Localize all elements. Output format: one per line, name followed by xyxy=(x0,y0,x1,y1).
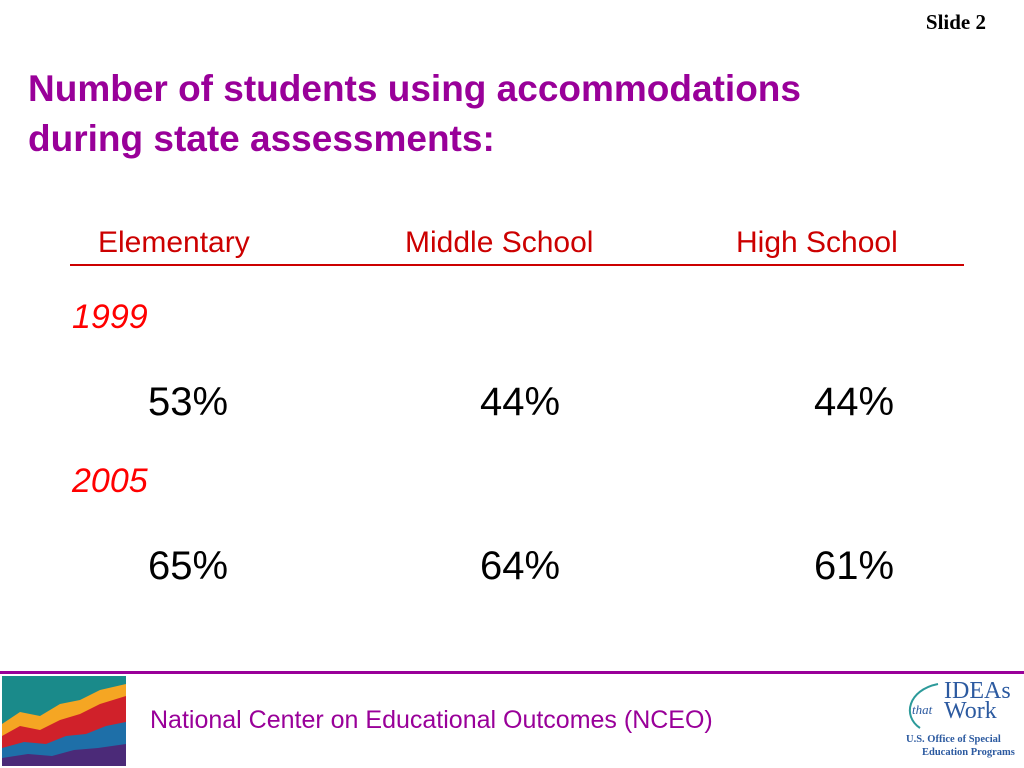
value-1999-elementary: 53% xyxy=(148,380,229,424)
nceo-logo xyxy=(2,676,126,766)
logo-ideas-text: IDEAs xyxy=(944,678,1011,704)
footer-organization: National Center on Educational Outcomes … xyxy=(150,706,713,734)
logo-office-line-1: U.S. Office of Special xyxy=(906,734,1001,745)
slide-title: Number of students using accommodations … xyxy=(28,64,988,164)
value-1999-high-school: 44% xyxy=(814,380,895,424)
value-2005-middle-school: 64% xyxy=(480,544,561,588)
slide-title-line-1: Number of students using accommodations xyxy=(28,68,801,109)
table-header-row: Elementary Middle School High School xyxy=(70,224,964,266)
logo-swoosh-icon xyxy=(909,683,939,729)
value-1999-middle-school: 44% xyxy=(480,380,561,424)
footer-divider xyxy=(0,671,1024,674)
column-header-elementary: Elementary xyxy=(98,226,250,259)
ideas-that-work-logo: IDEAs that Work U.S. Office of Special E… xyxy=(898,676,1022,766)
slide-title-line-2: during state assessments: xyxy=(28,118,495,159)
column-header-middle-school: Middle School xyxy=(405,226,594,259)
year-label-2005: 2005 xyxy=(72,462,148,500)
value-2005-elementary: 65% xyxy=(148,544,229,588)
logo-work-text: Work xyxy=(944,698,997,724)
logo-that-text: that xyxy=(912,702,933,717)
column-header-high-school: High School xyxy=(736,226,898,259)
year-label-1999: 1999 xyxy=(72,298,148,336)
logo-office-line-2: Education Programs xyxy=(922,747,1015,758)
slide-number: Slide 2 xyxy=(925,10,986,34)
value-2005-high-school: 61% xyxy=(814,544,895,588)
